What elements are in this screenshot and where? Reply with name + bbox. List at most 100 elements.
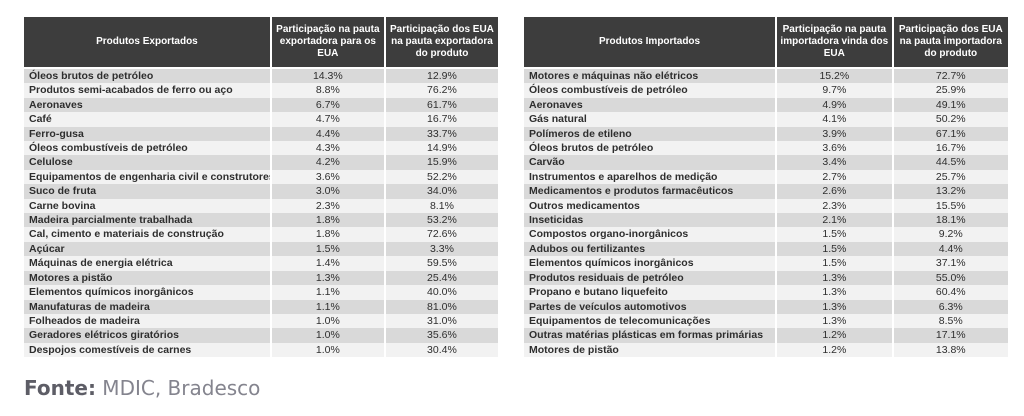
product-cell: Geradores elétricos giratórios xyxy=(24,328,270,343)
table-row: Carvão 3.4% 44.5% xyxy=(524,155,1008,170)
value-cell: 1.1% xyxy=(269,299,384,314)
value-cell: 25.9% xyxy=(891,83,1008,98)
exports-table: Produtos Exportados Participação na pauta… xyxy=(24,17,498,358)
value-cell: 2.3% xyxy=(269,198,384,214)
value-cell: 25.4% xyxy=(383,270,498,286)
product-cell: Máquinas de energia elétrica xyxy=(24,256,270,271)
value-cell: 1.1% xyxy=(269,285,384,300)
table-row: Propano e butano liquefeito 1.3% 60.4% xyxy=(524,285,1008,300)
value-cell: 50.2% xyxy=(891,112,1008,127)
table-row: Motores e máquinas não elétricos 15.2% 72.… xyxy=(524,69,1008,84)
header-row: Produtos Exportados Participação na pauta… xyxy=(24,17,498,69)
product-cell: Partes de veículos automotivos xyxy=(524,299,776,314)
product-cell: Motores de pistão xyxy=(524,342,776,358)
value-cell: 9.7% xyxy=(775,83,892,98)
table-row: Instrumentos e aparelhos de medição 2.7% 2… xyxy=(524,169,1008,185)
value-cell: 14.9% xyxy=(383,141,498,156)
column-header: Participação dos EUA na pauta exportador… xyxy=(383,17,498,69)
value-cell: 1.5% xyxy=(775,256,892,271)
table-row: Óleos combustíveis de petróleo 4.3% 14.9% xyxy=(24,141,498,156)
value-cell: 1.5% xyxy=(775,227,892,242)
value-cell: 4.9% xyxy=(775,97,892,113)
product-cell: Inseticidas xyxy=(524,213,776,228)
product-cell: Elementos químicos inorgânicos xyxy=(24,285,270,300)
value-cell: 1.8% xyxy=(269,227,384,242)
value-cell: 3.4% xyxy=(775,155,892,170)
value-cell: 53.2% xyxy=(383,213,498,228)
table-row: Outros medicamentos 2.3% 15.5% xyxy=(524,198,1008,214)
value-cell: 4.4% xyxy=(891,241,1008,257)
value-cell: 1.2% xyxy=(775,328,892,343)
product-cell: Aeronaves xyxy=(24,97,270,113)
product-cell: Óleos combustíveis de petróleo xyxy=(24,141,270,156)
value-cell: 16.7% xyxy=(383,112,498,127)
source-note: Fonte: MDIC, Bradesco xyxy=(24,376,260,400)
value-cell: 61.7% xyxy=(383,97,498,113)
value-cell: 1.3% xyxy=(775,299,892,314)
value-cell: 17.1% xyxy=(891,328,1008,343)
table-row: Suco de fruta 3.0% 34.0% xyxy=(24,184,498,199)
product-cell: Celulose xyxy=(24,155,270,170)
product-cell: Equipamentos de engenharia civil e const… xyxy=(24,169,270,185)
value-cell: 76.2% xyxy=(383,83,498,98)
value-cell: 15.9% xyxy=(383,155,498,170)
value-cell: 15.2% xyxy=(775,69,892,84)
value-cell: 4.7% xyxy=(269,112,384,127)
value-cell: 1.3% xyxy=(775,285,892,300)
column-header: Participação dos EUA na pauta importador… xyxy=(891,17,1008,69)
value-cell: 9.2% xyxy=(891,227,1008,242)
value-cell: 67.1% xyxy=(891,126,1008,142)
value-cell: 4.1% xyxy=(775,112,892,127)
product-cell: Madeira parcialmente trabalhada xyxy=(24,213,270,228)
value-cell: 52.2% xyxy=(383,169,498,185)
table-row: Ferro-gusa 4.4% 33.7% xyxy=(24,126,498,142)
table-row: Elementos químicos inorgânicos 1.1% 40.0% xyxy=(24,285,498,300)
value-cell: 81.0% xyxy=(383,299,498,314)
value-cell: 3.6% xyxy=(269,169,384,185)
value-cell: 1.0% xyxy=(269,342,384,358)
value-cell: 3.3% xyxy=(383,241,498,257)
header-row: Produtos Importados Participação na pauta… xyxy=(524,17,1008,69)
value-cell: 25.7% xyxy=(891,169,1008,185)
value-cell: 55.0% xyxy=(891,270,1008,286)
value-cell: 4.4% xyxy=(269,126,384,142)
product-cell: Café xyxy=(24,112,270,127)
value-cell: 16.7% xyxy=(891,141,1008,156)
column-header: Participação na pauta importadora vinda … xyxy=(775,17,892,69)
table-row: Produtos residuais de petróleo 1.3% 55.0% xyxy=(524,270,1008,286)
value-cell: 13.2% xyxy=(891,184,1008,199)
value-cell: 4.2% xyxy=(269,155,384,170)
product-cell: Ferro-gusa xyxy=(24,126,270,142)
product-cell: Aeronaves xyxy=(524,97,776,113)
table-row: Madeira parcialmente trabalhada 1.8% 53.2% xyxy=(24,213,498,228)
product-cell: Óleos brutos de petróleo xyxy=(24,69,270,84)
table-row: Aeronaves 4.9% 49.1% xyxy=(524,97,1008,113)
table-row: Outras matérias plásticas em formas prim… xyxy=(524,328,1008,343)
column-header: Produtos Importados xyxy=(524,17,776,69)
value-cell: 3.9% xyxy=(775,126,892,142)
value-cell: 2.6% xyxy=(775,184,892,199)
value-cell: 1.8% xyxy=(269,213,384,228)
product-cell: Manufaturas de madeira xyxy=(24,299,270,314)
product-cell: Motores a pistão xyxy=(24,270,270,286)
value-cell: 2.3% xyxy=(775,198,892,214)
imports-table: Produtos Importados Participação na pauta… xyxy=(524,17,1008,358)
value-cell: 37.1% xyxy=(891,256,1008,271)
value-cell: 1.4% xyxy=(269,256,384,271)
value-cell: 30.4% xyxy=(383,342,498,358)
value-cell: 44.5% xyxy=(891,155,1008,170)
product-cell: Suco de fruta xyxy=(24,184,270,199)
table-row: Medicamentos e produtos farmacêuticos 2.6… xyxy=(524,184,1008,199)
product-cell: Carne bovina xyxy=(24,198,270,214)
table-row: Óleos brutos de petróleo 3.6% 16.7% xyxy=(524,141,1008,156)
table-row: Açúcar 1.5% 3.3% xyxy=(24,241,498,257)
value-cell: 60.4% xyxy=(891,285,1008,300)
table-row: Motores a pistão 1.3% 25.4% xyxy=(24,270,498,286)
value-cell: 35.6% xyxy=(383,328,498,343)
table-row: Óleos combustíveis de petróleo 9.7% 25.9% xyxy=(524,83,1008,98)
table-row: Café 4.7% 16.7% xyxy=(24,112,498,127)
table-row: Aeronaves 6.7% 61.7% xyxy=(24,97,498,113)
product-cell: Propano e butano liquefeito xyxy=(524,285,776,300)
table-row: Folheados de madeira 1.0% 31.0% xyxy=(24,313,498,329)
